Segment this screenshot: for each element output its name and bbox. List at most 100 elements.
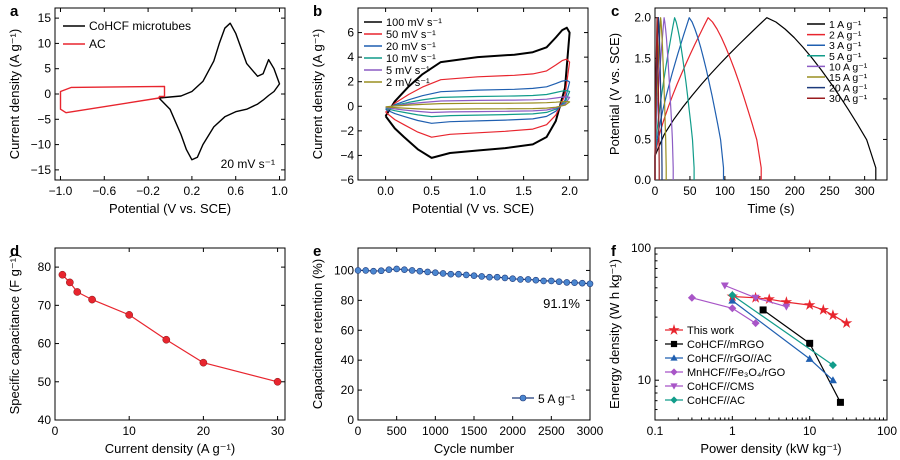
legend-label: This work [687, 325, 735, 337]
data-point [432, 269, 439, 276]
x-axis-title: Current density (A g⁻¹) [105, 441, 235, 456]
plot-frame [54, 7, 286, 181]
x-tick-label: −1.0 [49, 184, 73, 198]
y-axis-title: Specific capacitance (F g⁻¹) [7, 254, 22, 415]
x-tick-label: 300 [855, 184, 875, 198]
legend-label: 100 mV s⁻¹ [386, 17, 442, 29]
y-tick-label: 80 [38, 260, 52, 274]
x-tick-label: 0.6 [227, 184, 244, 198]
legend-marker [670, 368, 678, 376]
legend-marker [519, 394, 527, 402]
x-tick-label: 0.5 [423, 184, 440, 198]
panel-letter: f [611, 243, 617, 260]
panel-letter: e [313, 243, 321, 260]
x-axis-title: Potential (V vs. SCE) [109, 201, 231, 216]
legend-label: AC [89, 37, 106, 51]
data-point [751, 294, 760, 302]
data-point [806, 339, 814, 347]
legend-label: 20 A g⁻¹ [829, 83, 868, 95]
x-axis-title: Time (s) [747, 201, 794, 216]
series-line-5 [385, 100, 571, 111]
data-point [578, 279, 586, 287]
x-tick-label: 30 [271, 424, 285, 438]
data-point [805, 354, 814, 362]
data-point [728, 291, 737, 300]
legend-label: 10 A g⁻¹ [829, 61, 868, 73]
series-line-1 [654, 17, 762, 180]
data-point [470, 272, 478, 279]
y-axis-title: Current density (A g⁻¹) [310, 29, 325, 159]
data-point [532, 276, 540, 284]
data-point [501, 274, 509, 282]
x-tick-label: 3000 [577, 424, 604, 438]
data-point [354, 267, 362, 274]
legend-label: 20 mV s⁻¹ [386, 41, 436, 53]
x-tick-label: 2500 [538, 424, 565, 438]
data-point [817, 303, 829, 315]
y-tick-label: 0 [347, 413, 354, 427]
x-tick-label: −0.2 [136, 184, 160, 198]
data-point [73, 288, 82, 296]
series-line-4 [654, 17, 674, 180]
x-tick-label: 1.5 [515, 184, 532, 198]
data-point [759, 306, 767, 314]
panel-c: c 0 50 100 150 200 250 300 0.0 0.5 1.0 1.5 2.0 Time (… [607, 3, 888, 216]
series-line [61, 274, 278, 383]
x-tick-label: 1 [729, 424, 736, 438]
data-point [493, 273, 501, 281]
y-axis-title: Current density (A g⁻¹) [7, 29, 22, 159]
y-tick-label: −5 [37, 112, 51, 126]
x-tick-label: 1.0 [271, 184, 288, 198]
x-axis-title: Potential (V vs. SCE) [412, 201, 534, 216]
y-tick-label: 100 [631, 241, 651, 255]
series-line-1 [385, 58, 571, 138]
data-point [687, 293, 696, 302]
y-tick-label: 10 [38, 36, 52, 50]
series-line-3 [385, 89, 571, 118]
series-line-7 [654, 17, 660, 180]
data-point [780, 296, 793, 307]
data-point [571, 279, 578, 286]
data-point [416, 267, 424, 275]
y-tick-label: −2 [340, 124, 354, 138]
legend-label: CoHCF microtubes [89, 19, 191, 33]
y-tick-label: −15 [31, 163, 52, 177]
x-tick-label: 0.1 [647, 424, 664, 438]
plot-frame [54, 247, 286, 421]
data-point [58, 270, 67, 279]
y-tick-label: 40 [341, 353, 355, 367]
data-point [393, 265, 400, 273]
data-point [828, 361, 837, 370]
scan-rate-annotation: 20 mV s⁻¹ [221, 157, 275, 171]
data-point [401, 266, 408, 273]
series-line-0 [384, 26, 571, 159]
plot-frame [357, 7, 589, 181]
data-point [125, 311, 133, 319]
data-point [370, 267, 377, 275]
y-tick-label: 60 [38, 337, 52, 351]
x-tick-label: 0.0 [377, 184, 394, 198]
panel-e: e 0 500 1000 1500 2000 2500 3000 0 20 40 60 80 100 Cyc… [310, 243, 604, 456]
data-point [424, 268, 431, 276]
x-tick-label: 1000 [422, 424, 449, 438]
y-tick-label: 5 [44, 62, 51, 76]
y-tick-label: −10 [31, 138, 52, 152]
legend-label: CoHCF//rGO//AC [687, 353, 772, 365]
y-tick-label: 0.0 [634, 173, 651, 187]
x-axis-title: Cycle number [434, 441, 515, 456]
y-tick-label: −6 [340, 173, 354, 187]
data-point [836, 398, 844, 406]
y-tick-label: 4 [347, 50, 354, 64]
x-tick-label: 100 [877, 424, 897, 438]
x-tick-label: 100 [715, 184, 735, 198]
data-point [486, 273, 493, 281]
data-point [385, 266, 393, 273]
y-tick-label: 2 [347, 75, 354, 89]
y-tick-label: 1.5 [634, 51, 651, 65]
legend-marker [670, 340, 678, 348]
x-tick-label: 1.0 [469, 184, 486, 198]
data-point [199, 358, 208, 367]
data-point [763, 293, 775, 304]
legend-label: CoHCF//mRGO [687, 339, 764, 351]
y-tick-label: 1.0 [634, 92, 651, 106]
